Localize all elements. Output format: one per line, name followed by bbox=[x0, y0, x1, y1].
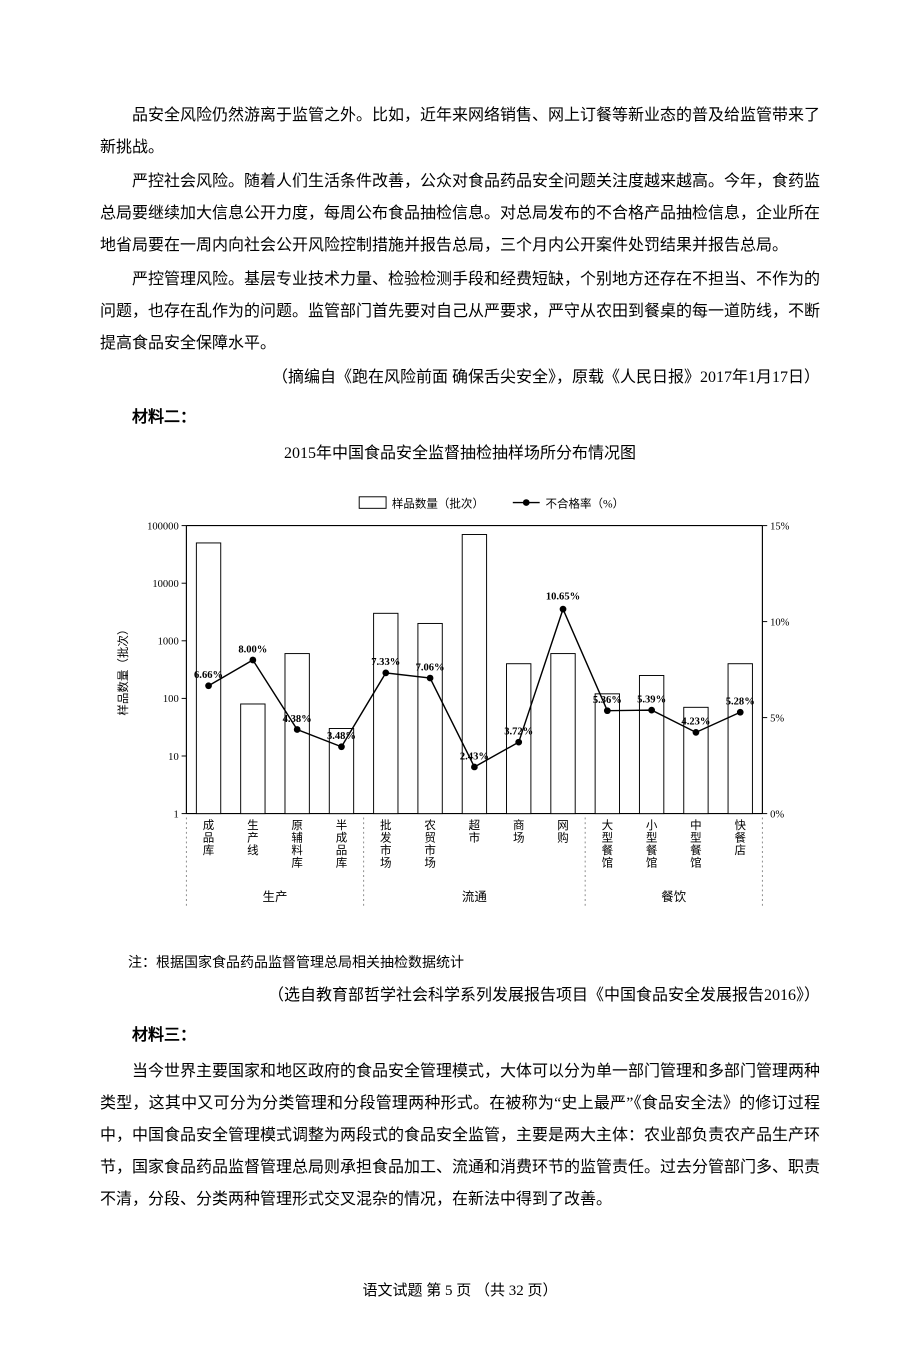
svg-text:小: 小 bbox=[646, 819, 658, 832]
svg-text:商: 商 bbox=[513, 818, 525, 832]
svg-text:线: 线 bbox=[247, 843, 259, 857]
svg-text:品: 品 bbox=[336, 844, 348, 857]
svg-text:4.38%: 4.38% bbox=[283, 714, 312, 725]
svg-text:批: 批 bbox=[380, 818, 392, 832]
svg-text:市: 市 bbox=[380, 843, 392, 857]
svg-text:1000: 1000 bbox=[158, 637, 179, 648]
svg-text:原: 原 bbox=[291, 820, 303, 832]
svg-text:餐: 餐 bbox=[602, 843, 614, 857]
svg-text:15%: 15% bbox=[770, 521, 790, 532]
svg-text:型: 型 bbox=[646, 830, 658, 844]
svg-text:成: 成 bbox=[203, 819, 215, 832]
svg-text:0%: 0% bbox=[770, 809, 784, 820]
svg-text:购: 购 bbox=[557, 830, 569, 844]
svg-text:生产: 生产 bbox=[263, 890, 288, 904]
svg-text:4.23%: 4.23% bbox=[681, 717, 710, 728]
svg-text:样品数量（批次）: 样品数量（批次） bbox=[116, 624, 130, 716]
svg-text:贸: 贸 bbox=[424, 831, 436, 844]
source-1: （摘编自《跑在风险前面 确保舌尖安全》，原载《人民日报》2017年1月17日） bbox=[100, 362, 820, 394]
svg-text:农: 农 bbox=[424, 818, 436, 832]
svg-text:3.48%: 3.48% bbox=[327, 731, 356, 742]
svg-text:库: 库 bbox=[336, 855, 348, 869]
svg-text:2.43%: 2.43% bbox=[460, 751, 489, 762]
svg-text:5%: 5% bbox=[770, 713, 784, 724]
material-2-label: 材料二： bbox=[100, 402, 820, 434]
svg-text:样品数量（批次）: 样品数量（批次） bbox=[392, 496, 484, 510]
svg-text:5.39%: 5.39% bbox=[637, 694, 666, 705]
svg-text:市: 市 bbox=[469, 830, 481, 844]
svg-text:10.65%: 10.65% bbox=[546, 592, 580, 603]
svg-text:快: 快 bbox=[734, 819, 746, 832]
svg-text:不合格率（%）: 不合格率（%） bbox=[545, 496, 624, 510]
paragraph-4: 当今世界主要国家和地区政府的食品安全管理模式，大体可以分为单一部门管理和多部门管… bbox=[100, 1056, 820, 1216]
svg-text:3.72%: 3.72% bbox=[504, 726, 533, 737]
svg-text:成: 成 bbox=[336, 831, 348, 844]
svg-text:餐饮: 餐饮 bbox=[661, 889, 686, 904]
svg-text:生: 生 bbox=[247, 818, 259, 832]
svg-text:场: 场 bbox=[513, 830, 525, 844]
svg-text:馆: 馆 bbox=[646, 855, 658, 869]
svg-text:6.66%: 6.66% bbox=[194, 670, 223, 681]
svg-text:5.28%: 5.28% bbox=[726, 697, 755, 708]
svg-text:餐: 餐 bbox=[646, 843, 658, 857]
svg-text:网: 网 bbox=[557, 820, 569, 832]
svg-text:场: 场 bbox=[380, 855, 392, 869]
svg-text:型: 型 bbox=[690, 830, 702, 844]
svg-text:产: 产 bbox=[247, 830, 259, 844]
paragraph-1: 品安全风险仍然游离于监管之外。比如，近年来网络销售、网上订餐等新业态的普及给监管… bbox=[100, 100, 820, 164]
svg-text:市: 市 bbox=[424, 843, 436, 857]
svg-text:5.36%: 5.36% bbox=[593, 695, 622, 706]
svg-text:场: 场 bbox=[424, 855, 436, 869]
svg-text:中: 中 bbox=[690, 819, 702, 832]
svg-text:发: 发 bbox=[380, 830, 392, 844]
chart-note: 注：根据国家食品药品监督管理总局相关抽检数据统计 bbox=[100, 950, 820, 978]
paragraph-2: 严控社会风险。随着人们生活条件改善，公众对食品药品安全问题关注度越来越高。今年，… bbox=[100, 166, 820, 262]
svg-text:100: 100 bbox=[163, 694, 179, 705]
svg-text:100000: 100000 bbox=[147, 521, 179, 532]
svg-text:8.00%: 8.00% bbox=[238, 644, 267, 655]
svg-text:馆: 馆 bbox=[602, 855, 614, 869]
chart-title: 2015年中国食品安全监督抽检抽样场所分布情况图 bbox=[100, 438, 820, 470]
svg-text:品: 品 bbox=[203, 831, 215, 844]
svg-text:型: 型 bbox=[602, 830, 614, 844]
svg-text:10000: 10000 bbox=[152, 579, 178, 590]
chart-svg: 样品数量（批次） 不合格率（%） 1 10 100 1000 10000 100000 样品数量… bbox=[100, 478, 820, 938]
svg-text:1: 1 bbox=[173, 809, 178, 820]
source-2: （选自教育部哲学社会科学系列发展报告项目《中国食品安全发展报告2016》） bbox=[100, 980, 820, 1012]
material-3-label: 材料三： bbox=[100, 1020, 820, 1052]
svg-text:店: 店 bbox=[734, 843, 746, 857]
svg-text:辅: 辅 bbox=[291, 830, 303, 844]
svg-text:半: 半 bbox=[336, 818, 348, 832]
svg-text:库: 库 bbox=[203, 843, 215, 857]
chart-container: 样品数量（批次） 不合格率（%） 1 10 100 1000 10000 100000 样品数量… bbox=[100, 478, 820, 938]
svg-text:库: 库 bbox=[291, 855, 303, 869]
paragraph-3: 严控管理风险。基层专业技术力量、检验检测手段和经费短缺，个别地方还存在不担当、不… bbox=[100, 264, 820, 360]
svg-text:10: 10 bbox=[168, 752, 179, 763]
svg-text:大: 大 bbox=[602, 818, 614, 832]
svg-text:馆: 馆 bbox=[690, 855, 702, 869]
svg-text:超: 超 bbox=[469, 818, 481, 832]
svg-text:餐: 餐 bbox=[690, 843, 702, 857]
svg-text:料: 料 bbox=[291, 843, 303, 857]
svg-text:7.33%: 7.33% bbox=[371, 657, 400, 668]
svg-text:流通: 流通 bbox=[462, 890, 487, 904]
svg-text:10%: 10% bbox=[770, 617, 790, 628]
svg-text:餐: 餐 bbox=[734, 830, 746, 844]
svg-text:7.06%: 7.06% bbox=[416, 662, 445, 673]
